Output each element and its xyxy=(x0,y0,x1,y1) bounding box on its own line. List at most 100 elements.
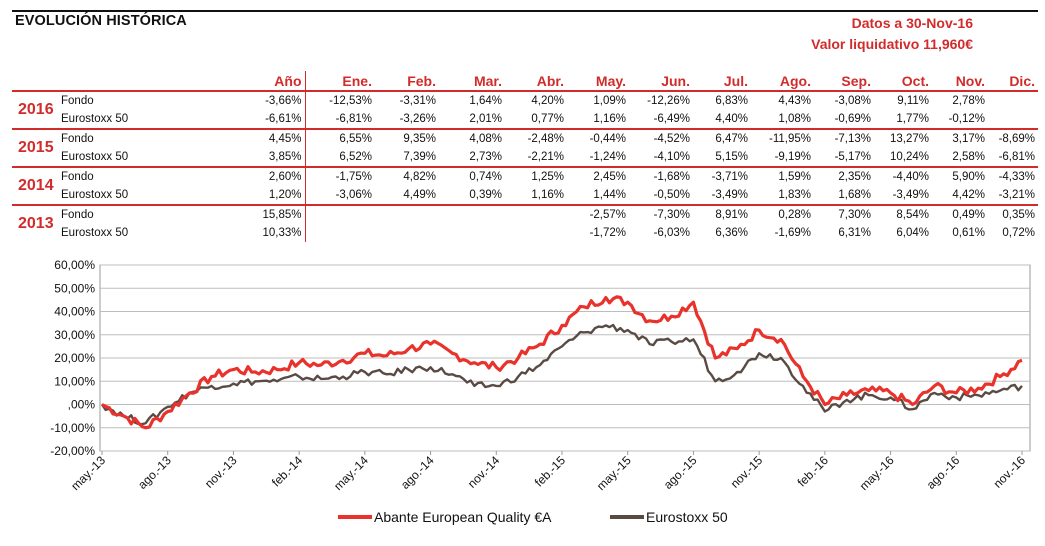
x-tick-label: feb.-14 xyxy=(269,453,306,490)
return-cell: 8,91% xyxy=(693,204,751,224)
y-tick-label: -20,00% xyxy=(50,444,95,458)
return-cell: 10,33% xyxy=(160,224,306,242)
column-header: Nov. xyxy=(955,72,985,89)
return-cell: 10,24% xyxy=(889,151,929,163)
return-cell: 2,35% xyxy=(814,166,874,186)
x-tick-label: may.-14 xyxy=(331,453,371,493)
x-tick-label: ago.-14 xyxy=(398,453,437,492)
return-cell xyxy=(375,224,439,242)
column-header: Feb. xyxy=(407,72,436,89)
return-cell: 2,58% xyxy=(952,151,985,163)
return-cell: 0,61% xyxy=(952,227,985,239)
return-cell xyxy=(305,224,375,242)
return-cell: -0,69% xyxy=(834,113,871,125)
return-cell: 1,08% xyxy=(778,113,811,125)
x-tick-label: ago.-16 xyxy=(924,453,963,492)
return-cell: 6,36% xyxy=(715,227,748,239)
net-asset-value: Valor liquidativo 11,960€ xyxy=(811,36,973,52)
return-cell: -6,81% xyxy=(335,113,372,125)
column-header: Ago. xyxy=(779,72,811,89)
return-cell: 1,16% xyxy=(593,113,626,125)
return-cell: 4,42% xyxy=(952,189,985,201)
return-cell: 2,45% xyxy=(567,166,629,186)
column-header: Abr. xyxy=(536,72,564,89)
return-cell: 7,39% xyxy=(403,151,436,163)
row-label: Eurostoxx 50 xyxy=(61,151,129,163)
y-tick-label: 40,00% xyxy=(54,305,95,319)
return-cell: 6,83% xyxy=(693,90,751,110)
x-tick-label: nov.-15 xyxy=(728,453,766,491)
column-header: Jul. xyxy=(723,72,748,89)
return-cell: 1,77% xyxy=(896,113,929,125)
table-body: 2016 Fondo -3,66% -12,53% -3,31% 1,64% 4,20% 1,… xyxy=(12,90,1038,242)
legend-label: Abante European Quality €A xyxy=(374,509,552,525)
return-cell: 4,45% xyxy=(160,128,306,148)
x-tick-label: feb.-15 xyxy=(532,453,569,490)
return-cell: 4,43% xyxy=(751,90,814,110)
legend-label: Eurostoxx 50 xyxy=(646,509,728,525)
return-cell: 1,16% xyxy=(531,189,564,201)
monthly-returns-table: Año Ene. Feb. Mar. Abr. May. Jun. Jul. Ago. Sep. O… xyxy=(12,71,1038,242)
column-header: Jun. xyxy=(661,72,690,89)
return-cell: 8,54% xyxy=(874,204,932,224)
return-cell: -3,71% xyxy=(693,166,751,186)
return-cell: 15,85% xyxy=(160,204,306,224)
return-cell: -0,50% xyxy=(653,189,690,201)
return-cell: 0,49% xyxy=(932,204,988,224)
column-header: May. xyxy=(595,72,626,89)
return-cell: -0,44% xyxy=(567,128,629,148)
return-cell: -2,48% xyxy=(505,128,567,148)
return-cell xyxy=(505,204,567,224)
return-cell: 6,04% xyxy=(896,227,929,239)
return-cell: 1,59% xyxy=(751,166,814,186)
return-cell xyxy=(439,224,505,242)
return-cell: -1,68% xyxy=(629,166,693,186)
return-cell: -2,21% xyxy=(527,151,564,163)
page-title: EVOLUCIÓN HISTÓRICA xyxy=(15,13,187,29)
title-rule xyxy=(12,10,1038,12)
return-cell: -3,08% xyxy=(814,90,874,110)
column-header: Sep. xyxy=(841,72,871,89)
return-cell: -6,03% xyxy=(653,227,690,239)
y-tick-label: 20,00% xyxy=(54,351,95,365)
return-cell: 6,52% xyxy=(339,151,372,163)
x-tick-label: may.-15 xyxy=(594,453,634,493)
return-cell: -8,69% xyxy=(988,128,1038,148)
return-cell: -5,17% xyxy=(834,151,871,163)
return-cell: -1,69% xyxy=(774,227,811,239)
return-cell: 0,74% xyxy=(439,166,505,186)
return-cell: 13,27% xyxy=(874,128,932,148)
y-tick-label: -10,00% xyxy=(50,421,95,435)
return-cell: -3,66% xyxy=(160,90,306,110)
x-tick-label: nov.-13 xyxy=(202,453,240,491)
return-cell: -3,26% xyxy=(399,113,436,125)
table-row: 2013 Fondo 15,85% -2,57% -7,30% 8,91% 0,28% 7,3… xyxy=(12,204,1038,242)
return-cell: -6,49% xyxy=(653,113,690,125)
table-row: Eurostoxx 50 10,33% -1,72% -6,03% 6,36% -1,69… xyxy=(12,224,1038,242)
return-cell: -4,52% xyxy=(629,128,693,148)
return-cell xyxy=(988,110,1038,129)
performance-chart: -20,00% -10,00% ,00% 10,00% 20,00% 30,00% 40,0… xyxy=(50,258,1031,525)
table-row: 2015 Fondo 4,45% 6,55% 9,35% 4,08% -2,48% -0,44… xyxy=(12,128,1038,167)
return-cell: 4,08% xyxy=(439,128,505,148)
return-cell: -3,31% xyxy=(375,90,439,110)
row-label: Eurostoxx 50 xyxy=(61,113,129,125)
return-cell: -1,72% xyxy=(589,227,626,239)
return-cell: 1,83% xyxy=(778,189,811,201)
return-cell: 0,39% xyxy=(469,189,502,201)
y-tick-label: ,00% xyxy=(68,398,96,412)
fund-series-line xyxy=(101,295,1023,430)
return-cell: -12,26% xyxy=(629,90,693,110)
return-cell: 3,85% xyxy=(160,148,306,167)
report-date: Datos a 30-Nov-16 xyxy=(851,15,973,31)
y-tick-label: 30,00% xyxy=(54,328,95,342)
return-cell: 4,49% xyxy=(403,189,436,201)
return-cell: 5,90% xyxy=(932,166,988,186)
row-label: Eurostoxx 50 xyxy=(61,227,129,239)
year-label: 2015 xyxy=(12,128,60,167)
return-cell: 2,60% xyxy=(160,166,306,186)
return-cell: -7,30% xyxy=(629,204,693,224)
return-cell: 0,72% xyxy=(1002,227,1035,239)
table-row: 2014 Fondo 2,60% -1,75% 4,82% 0,74% 1,25% 2,45%… xyxy=(12,166,1038,205)
column-header: Mar. xyxy=(473,72,502,89)
